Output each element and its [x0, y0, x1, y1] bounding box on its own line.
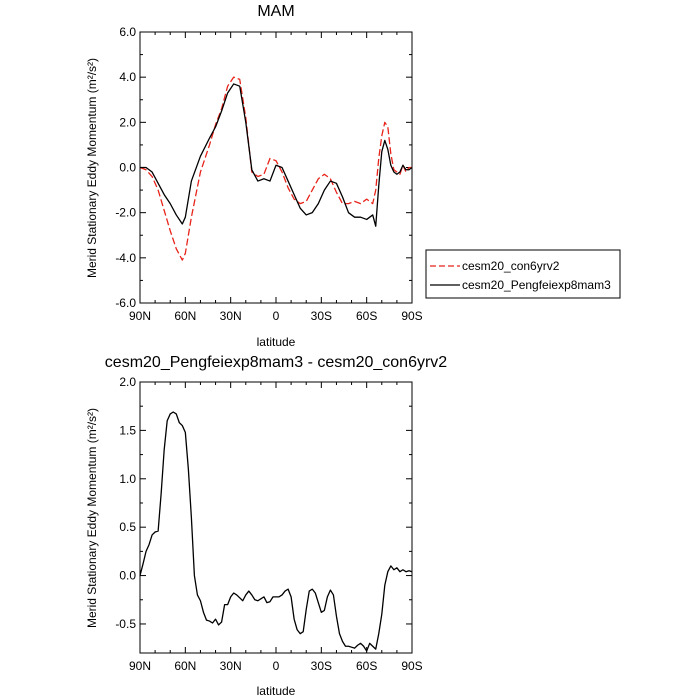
legend-label-control: cesm20_con6yrv2 [462, 259, 560, 273]
bottom-x-tick-label: 90S [401, 659, 422, 673]
bottom-series-line-0 [139, 411, 413, 652]
bottom-axis-ticks: 90N 60N 30N 0 30S 60S 90S -0.5 0.0 0.5 1.0 1.5 2.0 [115, 375, 422, 673]
top-y-tick-label: -2.0 [115, 206, 136, 220]
bottom-y-tick-label: 2.0 [119, 375, 136, 389]
bottom-x-tick-label: 60N [174, 659, 196, 673]
top-x-tick-label: 30N [220, 309, 242, 323]
top-y-tick-label: 0.0 [119, 161, 136, 175]
top-chart-title: MAM [257, 3, 294, 20]
bottom-chart-title: cesm20_Pengfeiexp8mam3 - cesm20_con6yrv2 [105, 354, 448, 371]
bottom-x-tick-label: 90N [129, 659, 151, 673]
top-y-tick-label: 6.0 [119, 25, 136, 39]
top-series-line-1 [140, 83, 413, 227]
top-series-group [139, 76, 413, 261]
bottom-x-tick-label: 30N [220, 659, 242, 673]
top-x-tick-label: 30S [311, 309, 332, 323]
top-x-tick-label: 90S [401, 309, 422, 323]
top-x-axis-label: latitude [257, 335, 296, 349]
top-y-tick-label: -4.0 [115, 251, 136, 265]
top-y-tick-label: -6.0 [115, 296, 136, 310]
top-y-tick-label: 4.0 [119, 70, 136, 84]
top-x-tick-label: 0 [273, 309, 280, 323]
bottom-x-axis-label: latitude [257, 684, 296, 698]
bottom-plot-frame [139, 381, 413, 654]
bottom-series-group [139, 411, 413, 652]
top-x-tick-label: 90N [129, 309, 151, 323]
legend: cesm20_con6yrv2 cesm20_Pengfeiexp8mam3 [425, 249, 621, 299]
legend-box [425, 249, 621, 299]
bottom-y-tick-label: -0.5 [115, 617, 136, 631]
top-y-axis-label: Merid Stationary Eddy Momentum (m²/s²) [85, 58, 99, 278]
bottom-panel: cesm20_Pengfeiexp8mam3 - cesm20_con6yrv2… [85, 354, 447, 698]
bottom-x-tick-label: 60S [356, 659, 377, 673]
top-plot-frame [139, 31, 413, 304]
top-axis-ticks: 90N 60N 30N 0 30S 60S 90S -6.0 -4.0 -2.0 0.0 2.0 4.0… [115, 25, 422, 323]
bottom-y-tick-label: 0.5 [119, 520, 136, 534]
top-y-tick-label: 2.0 [119, 115, 136, 129]
bottom-y-axis-label: Merid Stationary Eddy Momentum (m²/s²) [85, 408, 99, 628]
top-panel: MAM 90N 60N 30N 0 30S 60S 90S -6.0 -4.0 -2.0 0.0 2.… [85, 3, 621, 349]
bottom-x-tick-label: 0 [273, 659, 280, 673]
bottom-y-tick-label: 1.5 [119, 423, 136, 437]
top-series-line-0 [139, 76, 412, 261]
top-x-tick-label: 60S [356, 309, 377, 323]
bottom-y-tick-label: 0.0 [119, 569, 136, 583]
legend-label-experiment: cesm20_Pengfeiexp8mam3 [462, 278, 611, 292]
bottom-x-tick-label: 30S [311, 659, 332, 673]
top-x-tick-label: 60N [174, 309, 196, 323]
bottom-y-tick-label: 1.0 [119, 472, 136, 486]
